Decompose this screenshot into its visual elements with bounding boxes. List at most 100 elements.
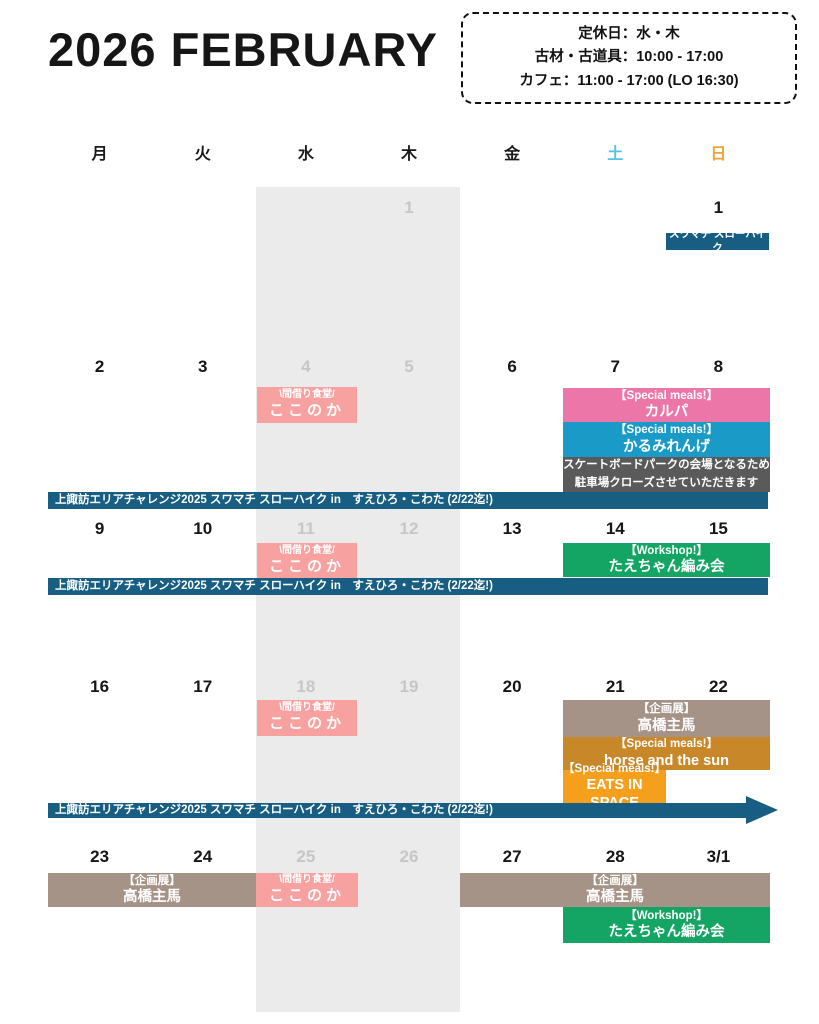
event-tag: \間借り食堂/ xyxy=(279,702,335,714)
event-kokonoka-feb11: \間借り食堂/ ここのか xyxy=(257,543,357,579)
date-cell: 1 xyxy=(713,198,724,217)
event-tag: 【企画展】 xyxy=(637,703,696,716)
date-cell: 8 xyxy=(713,357,724,376)
event-name: ここのか xyxy=(268,401,345,419)
date-cell: 1 xyxy=(404,198,414,217)
date-cell: 17 xyxy=(193,677,213,696)
weekday-mon: 月 xyxy=(91,146,108,163)
event-area-challenge-banner-week4: 上諏訪エリアチャレンジ2025 スワマチ スローハイク in すえひろ・こわた … xyxy=(48,803,748,818)
event-tag: 【Special meals!】 xyxy=(615,738,718,751)
event-tag: 【企画展】 xyxy=(123,874,181,887)
notice-line1: スケートボードパークの会場となるため xyxy=(563,459,770,472)
week5-dates: 23 24 25 26 27 28 3/1 xyxy=(48,847,770,867)
notice-line2: 駐車場クローズさせていただきます xyxy=(574,476,759,489)
event-kokonoka-feb25: \間借り食堂/ ここのか xyxy=(256,873,358,907)
event-name: たえちゃん編み会 xyxy=(608,559,725,576)
event-name: ここのか xyxy=(268,714,345,732)
date-cell xyxy=(151,198,254,218)
event-tag: \間借り食堂/ xyxy=(279,545,335,557)
event-parking-closed-notice: スケートボードパークの会場となるため 駐車場クローズさせていただきます xyxy=(563,457,770,492)
event-tag: 【Special meals!】 xyxy=(615,389,718,402)
event-tag: 【Special meals!】 xyxy=(563,762,666,775)
date-cell xyxy=(461,198,564,218)
event-name: ここのか xyxy=(268,557,345,575)
date-cell: 6 xyxy=(507,357,517,376)
week4-dates: 16 17 18 19 20 21 22 xyxy=(48,677,770,697)
event-name: 高橋主馬 xyxy=(637,717,696,734)
date-cell: 2 xyxy=(94,357,105,376)
event-name: 高橋主馬 xyxy=(586,889,644,906)
date-cell: 10 xyxy=(193,519,213,538)
weekday-wed: 水 xyxy=(297,146,314,163)
closed-days-text: 定休日：水・木 xyxy=(578,26,680,43)
date-cell: 11 xyxy=(296,519,315,538)
date-cell: 28 xyxy=(605,847,625,866)
weekday-tue: 火 xyxy=(194,146,211,163)
date-cell: 7 xyxy=(610,357,620,376)
event-area-challenge-banner-week2: 上諏訪エリアチャレンジ2025 スワマチ スローハイク in すえひろ・こわた … xyxy=(48,492,768,509)
event-tag: 【Workshop!】 xyxy=(625,544,708,557)
banner-arrow-head-icon xyxy=(746,796,778,824)
date-cell: 13 xyxy=(502,519,522,538)
date-cell xyxy=(48,198,151,218)
event-taechan-knitting-feb14-15: 【Workshop!】 たえちゃん編み会 xyxy=(563,543,770,577)
date-cell: 3/1 xyxy=(706,847,731,866)
date-cell xyxy=(564,198,667,218)
event-name: カルパ xyxy=(644,404,689,421)
date-cell xyxy=(254,198,357,218)
date-cell: 9 xyxy=(94,519,105,538)
event-tag: \間借り食堂/ xyxy=(279,874,335,886)
event-takahashi-exhibition-feb27-mar1: 【企画展】 高橋主馬 xyxy=(460,873,770,907)
hours-info-box: 定休日：水・木 古材・古道具：10:00 - 17:00 カフェ：11:00 -… xyxy=(461,12,797,104)
page-title: 2026 FEBRUARY xyxy=(48,23,438,76)
weekday-sat: 土 xyxy=(607,146,624,163)
date-cell: 20 xyxy=(502,677,522,696)
event-tag: \間借り食堂/ xyxy=(279,389,335,401)
weekday-header: 月 火 水 木 金 土 日 xyxy=(48,140,770,164)
date-cell: 19 xyxy=(399,677,419,696)
date-cell: 24 xyxy=(193,847,213,866)
weekday-thu: 木 xyxy=(400,146,417,163)
event-kokonoka-feb18: \間借り食堂/ ここのか xyxy=(257,700,357,736)
event-name: かるみれんげ xyxy=(623,438,710,455)
date-cell: 15 xyxy=(708,519,728,538)
date-cell: 23 xyxy=(90,847,110,866)
event-area-challenge-banner-week3: 上諏訪エリアチャレンジ2025 スワマチ スローハイク in すえひろ・こわた … xyxy=(48,578,768,595)
event-tag: 【企画展】 xyxy=(586,874,644,887)
date-cell: 26 xyxy=(399,847,419,866)
event-name: たえちゃん編み会 xyxy=(608,924,725,941)
event-karumirenge-feb7-8: 【Special meals!】 かるみれんげ xyxy=(563,422,770,457)
event-taechan-knitting-feb28-mar1: 【Workshop!】 たえちゃん編み会 xyxy=(563,907,770,943)
date-cell: 3 xyxy=(197,357,208,376)
event-karupa-feb7-8: 【Special meals!】 カルパ xyxy=(563,388,770,422)
date-cell: 4 xyxy=(301,357,311,376)
event-name: ここのか xyxy=(268,886,345,904)
event-horse-and-the-sun-feb21-22: 【Special meals!】 horse and the sun xyxy=(563,737,770,770)
date-cell: 18 xyxy=(296,677,316,696)
date-cell: 25 xyxy=(296,847,316,866)
week1-dates: 1 1 xyxy=(48,198,770,218)
event-takahashi-exhibition-feb21-22: 【企画展】 高橋主馬 xyxy=(563,700,770,737)
date-cell: 21 xyxy=(605,677,625,696)
event-eats-in-space-feb21: 【Special meals!】 EATS IN SPACE xyxy=(563,763,666,811)
event-tag: 【Special meals!】 xyxy=(615,424,718,437)
date-cell: 14 xyxy=(605,519,625,538)
weekday-sun: 日 xyxy=(710,146,727,163)
cafe-hours-text: カフェ：11:00 - 17:00 (LO 16:30) xyxy=(519,72,739,89)
event-name: 高橋主馬 xyxy=(123,889,181,906)
date-cell: 16 xyxy=(90,677,110,696)
date-cell: 12 xyxy=(399,519,419,538)
event-takahashi-exhibition-feb23-24: 【企画展】 高橋主馬 xyxy=(48,873,256,907)
event-suwamachi-slowhike-badge: スワマチ スローハイク xyxy=(666,228,769,254)
date-cell: 27 xyxy=(502,847,522,866)
week2-dates: 2 3 4 5 6 7 8 xyxy=(48,357,770,377)
event-name: horse and the sun xyxy=(604,752,729,769)
event-tag: 【Workshop!】 xyxy=(625,909,708,922)
week3-dates: 9 10 11 12 13 14 15 xyxy=(48,519,770,539)
date-cell: 22 xyxy=(708,677,728,696)
event-kokonoka-feb4: \間借り食堂/ ここのか xyxy=(257,387,357,423)
date-cell: 5 xyxy=(404,357,414,376)
weekday-fri: 金 xyxy=(504,146,521,163)
shop-hours-text: 古材・古道具：10:00 - 17:00 xyxy=(534,49,724,66)
